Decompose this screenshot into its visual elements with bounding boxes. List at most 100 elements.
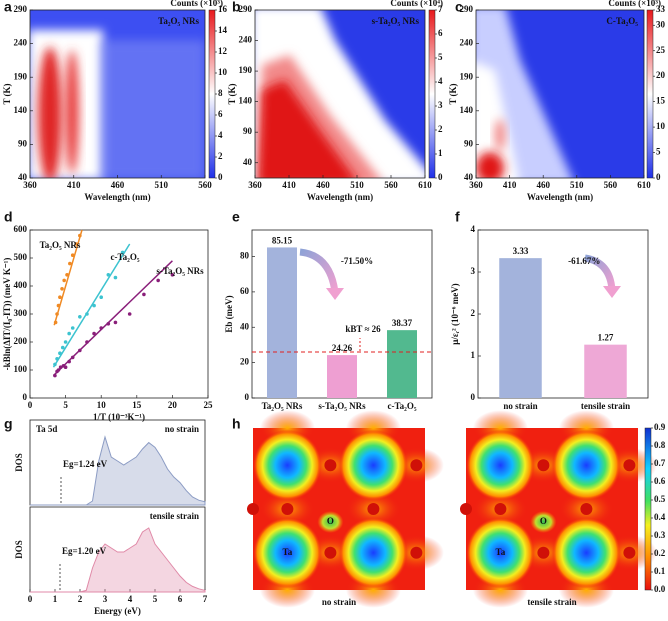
bar — [499, 258, 542, 398]
dos-area — [30, 435, 206, 506]
x-tick-label: 7 — [203, 594, 208, 604]
value-label: 24.26 — [332, 343, 353, 353]
map-feature — [410, 459, 423, 472]
y-tick-label: 80 — [240, 251, 250, 261]
y-axis-label: μ/εᵣ² (10⁻⁶ meV) — [450, 283, 460, 344]
colorbar — [428, 9, 436, 179]
atom-label: Ta — [496, 547, 506, 557]
colorbar-tick-label: 20 — [656, 70, 666, 80]
y-tick-label: 300 — [14, 308, 28, 318]
x-tick-label: 460 — [111, 180, 125, 190]
colorbar-label: Counts (×10³) — [170, 0, 223, 8]
y-tick-label: 240 — [239, 35, 253, 45]
colorbar-label: Counts (×10³) — [608, 0, 661, 8]
x-axis-label: Wavelength (nm) — [527, 192, 593, 202]
ta-density — [552, 517, 621, 589]
colorbar-tick-label: 15 — [656, 96, 666, 106]
data-point — [113, 320, 118, 325]
value-label: 85.15 — [272, 235, 293, 245]
y-tick-label: 90 — [18, 138, 28, 148]
x-tick-label: 3 — [103, 594, 108, 604]
colorbar-tick-label: 6 — [438, 28, 443, 38]
x-tick-label: 410 — [67, 180, 81, 190]
o-density — [530, 510, 557, 533]
data-point — [170, 273, 175, 277]
panel-letter: f — [455, 209, 460, 225]
data-point — [58, 365, 63, 370]
y-tick-label: 140 — [460, 105, 474, 115]
y-tick-label: 240 — [460, 38, 474, 48]
series-label: Ta₂O₅ NRs — [40, 240, 81, 250]
data-point — [60, 287, 64, 291]
colorbar-tick-label: 0.8 — [654, 440, 666, 450]
x-tick-label: 10 — [97, 400, 107, 410]
data-point — [62, 278, 66, 283]
map-feature — [460, 503, 472, 515]
data-point — [74, 242, 79, 246]
data-point — [99, 326, 103, 330]
x-axis-label: Wavelength (nm) — [307, 192, 373, 202]
x-tick-label: 460 — [536, 180, 550, 190]
y-axis-label: T (K) — [2, 83, 12, 104]
panel-letter: e — [232, 209, 240, 225]
map-feature — [537, 546, 550, 559]
y-tick-label: 0 — [23, 392, 28, 402]
y-axis-label: Eb (meV) — [224, 295, 234, 332]
map-feature — [580, 503, 593, 515]
map-caption: no strain — [322, 597, 356, 607]
y-tick-label: 1 — [471, 350, 476, 360]
y-tick-label: 40 — [18, 172, 28, 182]
data-point — [113, 275, 118, 280]
data-point — [67, 359, 71, 364]
y-tick-label: 90 — [464, 138, 474, 148]
colorbar — [208, 9, 216, 179]
y-axis-label: DOS — [14, 453, 24, 472]
colorbar-tick-label: 5 — [438, 52, 443, 62]
y-axis-label: T (K) — [448, 83, 458, 104]
y-tick-label: 40 — [240, 321, 250, 331]
arrow-head — [326, 288, 344, 300]
map-feature — [367, 503, 380, 515]
x-tick-label: 610 — [637, 180, 651, 190]
data-point — [68, 261, 72, 266]
data-point — [56, 368, 61, 372]
y-tick-label: 290 — [14, 4, 28, 14]
ta-density — [339, 517, 408, 589]
data-point — [53, 320, 58, 325]
data-point — [85, 312, 89, 316]
decrease-arrow — [299, 248, 339, 293]
y-tick-label: 600 — [14, 224, 28, 234]
data-point — [55, 312, 59, 316]
x-tick-label: 5 — [153, 594, 158, 604]
data-point — [78, 233, 82, 238]
x-tick-label: 560 — [604, 180, 618, 190]
colorbar-tick-label: 7 — [438, 4, 443, 14]
change-annotation: -71.50% — [341, 256, 373, 266]
colorbar-tick-label: 0.1 — [654, 566, 666, 576]
reference-label: kBT ≈ 26 — [345, 324, 381, 334]
colorbar-tick-label: 0.3 — [654, 530, 666, 540]
data-point — [92, 303, 96, 308]
y-tick-label: 40 — [464, 172, 474, 182]
map-feature — [537, 459, 550, 472]
colorbar-tick-label: 10 — [218, 67, 228, 77]
data-point — [92, 331, 96, 336]
x-tick-label: Ta₂O₅ NRs — [262, 401, 303, 411]
x-tick-label: 610 — [418, 180, 432, 190]
data-point — [53, 362, 57, 367]
data-point — [65, 273, 69, 277]
plot-frame — [254, 9, 426, 179]
strain-label: tensile strain — [150, 511, 199, 521]
colorbar-tick-label: 1 — [438, 148, 443, 158]
map-feature — [494, 503, 507, 515]
series-label: s-Ta₂O₅ NRs — [156, 266, 204, 276]
atom-label: O — [540, 516, 547, 526]
data-point — [70, 253, 75, 257]
data-point — [156, 278, 160, 283]
x-tick-label: 410 — [503, 180, 517, 190]
x-tick-label: s-Ta₂O₅ NRs — [318, 401, 366, 411]
decrease-arrow — [584, 254, 616, 291]
colorbar-tick-label: 5 — [656, 147, 661, 157]
colorbar-tick-label: 2 — [218, 151, 223, 161]
colorbar-tick-label: 0.0 — [654, 584, 666, 594]
